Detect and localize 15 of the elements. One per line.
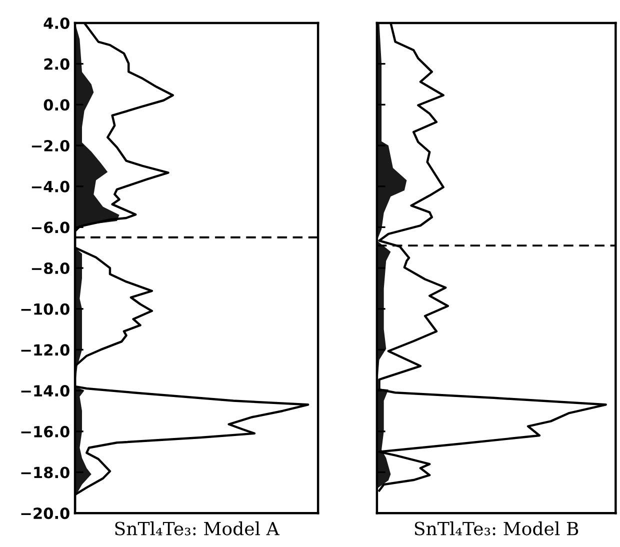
y-tick-label: −16.0	[21, 426, 70, 438]
y-tick-label: −2.0	[32, 140, 70, 152]
y-tick-label: −6.0	[32, 222, 70, 234]
y-tick-label: −10.0	[21, 303, 70, 315]
y-tick-label: −8.0	[32, 262, 70, 274]
y-tick-label: −18.0	[21, 466, 70, 478]
y-tick-label: 0.0	[44, 99, 70, 111]
x-axis-title: SnTl₄Te₃: Model B	[414, 521, 578, 536]
y-tick-label: −4.0	[32, 180, 70, 192]
y-tick-label: −12.0	[21, 344, 70, 356]
y-tick-label: 2.0	[44, 58, 70, 70]
y-tick-label: −14.0	[21, 385, 70, 397]
x-axis-title: SnTl₄Te₃: Model A	[115, 521, 280, 536]
y-tick-label: −20.0	[21, 508, 70, 520]
y-tick-label: 4.0	[44, 17, 70, 29]
